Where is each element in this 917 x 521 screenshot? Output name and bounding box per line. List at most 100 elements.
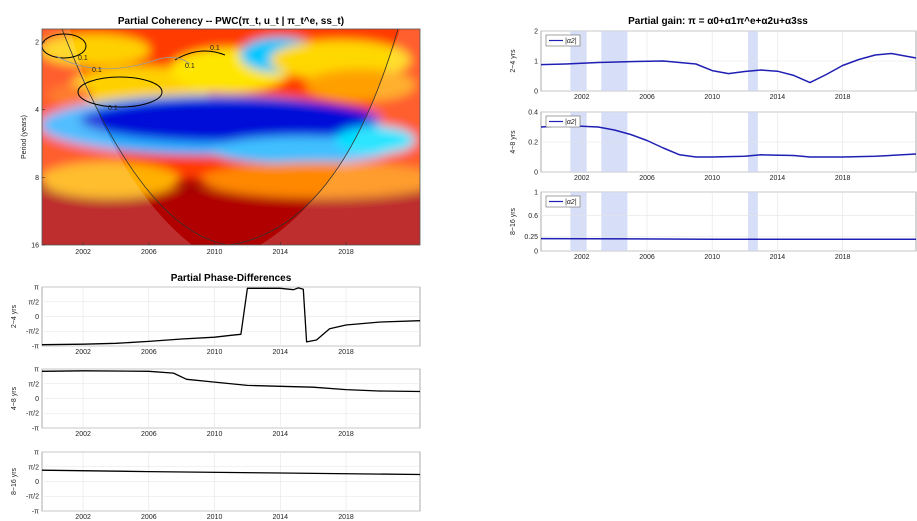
x-tick-label: 2014 [770, 254, 786, 261]
series-line [540, 124, 917, 158]
x-tick-label: 2014 [273, 514, 289, 521]
series-line [41, 469, 421, 476]
y-tick-label: -π [32, 508, 39, 515]
x-tick-label: 2006 [141, 514, 157, 521]
legend-label: |α2| [565, 119, 577, 126]
gain-title: Partial gain: π = α0+α1π^e+α2u+α3ss [628, 16, 808, 27]
panel-ylabel: 2~4 yrs [510, 49, 517, 73]
panel-ylabel: 8~16 yrs [510, 207, 517, 235]
panel-ylabel: 4~8 yrs [11, 386, 18, 410]
y-tick-label: 0.6 [528, 213, 538, 220]
x-tick-label: 2014 [770, 94, 786, 101]
coherency-heatmap: 0.1 0.1 0.1 0.1 0.1 [42, 29, 420, 245]
y-tick-label: 0.25 [524, 234, 538, 241]
x-tick-label: 2014 [273, 249, 289, 256]
y-tick-label: 16 [31, 243, 39, 250]
shaded-band [748, 192, 758, 251]
x-tick-label: 2002 [574, 254, 590, 261]
x-tick-label: 2002 [75, 431, 91, 438]
shaded-band [601, 192, 628, 251]
y-tick-label: 0 [35, 396, 39, 403]
contour-label: 0.1 [185, 63, 195, 70]
x-tick-label: 2002 [75, 349, 91, 356]
x-tick-label: 2018 [835, 175, 851, 182]
phase-title: Partial Phase-Differences [171, 273, 292, 284]
y-tick-label: 4 [35, 107, 39, 114]
y-tick-label: π/2 [28, 464, 39, 471]
y-tick-label: -π [32, 425, 39, 432]
panel-ylabel: 8~16 yrs [11, 467, 18, 495]
panel-phase-2: 2002 2006 2010 2014 2018 π π/2 0 -π/2 -π 8~16 yrs [11, 450, 421, 521]
y-tick-label: -π [32, 343, 39, 350]
panel-frame [540, 191, 917, 252]
y-tick-label: 1 [534, 59, 538, 66]
contour-label: 0.1 [108, 105, 118, 112]
y-tick-label: 0 [534, 89, 538, 96]
y-tick-label: π [34, 285, 39, 292]
x-tick-label: 2010 [704, 94, 720, 101]
x-tick-label: 2002 [75, 514, 91, 521]
y-tick-label: -π/2 [26, 411, 39, 418]
x-tick-label: 2002 [574, 175, 590, 182]
y-tick-label: 8 [35, 175, 39, 182]
x-tick-label: 2010 [207, 249, 223, 256]
x-tick-label: 2006 [141, 249, 157, 256]
x-tick-label: 2010 [207, 349, 223, 356]
x-tick-label: 2006 [639, 94, 655, 101]
x-tick-label: 2006 [141, 431, 157, 438]
panel-gain-1: 2002 2006 2010 2014 2018 0 0.2 0.4 4~8 yrs |α2| [510, 110, 917, 182]
coherency-title: Partial Coherency -- PWC(π_t, u_t | π_t^… [118, 16, 344, 27]
y-tick-label: 0 [35, 479, 39, 486]
x-tick-label: 2010 [704, 175, 720, 182]
contour-label: 0.1 [210, 45, 220, 52]
y-tick-label: π [34, 367, 39, 374]
x-tick-label: 2006 [141, 349, 157, 356]
x-tick-label: 2014 [770, 175, 786, 182]
x-tick-label: 2010 [704, 254, 720, 261]
y-tick-label: 0 [35, 314, 39, 321]
panel-gain-2: 2002 2006 2010 2014 2018 0 0.25 0.6 1 8~16 yrs |α2… [510, 190, 917, 261]
x-tick-label: 2018 [835, 94, 851, 101]
series-line [540, 52, 917, 84]
x-tick-label: 2018 [338, 349, 354, 356]
panel-ylabel: 4~8 yrs [510, 130, 517, 154]
panel-phase-0: 2002 2006 2010 2014 2018 π π/2 0 -π/2 -π 2~4 yrs [11, 285, 421, 356]
x-tick-label: 2018 [835, 254, 851, 261]
x-tick-label: 2002 [574, 94, 590, 101]
y-tick-label: 1 [534, 190, 538, 197]
y-tick-label: -π/2 [26, 494, 39, 501]
coherency-ylabel: Period (years) [21, 115, 28, 159]
contour-label: 0.1 [92, 67, 102, 74]
y-tick-label: 0 [534, 170, 538, 177]
y-tick-label: 2 [534, 29, 538, 36]
legend-label: |α2| [565, 199, 577, 206]
x-tick-label: 2010 [207, 431, 223, 438]
series-line [540, 237, 916, 240]
y-tick-label: π/2 [28, 299, 39, 306]
contour-label: 0.1 [78, 55, 88, 62]
panel-ylabel: 2~4 yrs [11, 304, 18, 328]
x-tick-label: 2002 [75, 249, 91, 256]
coherency-ticks: 2002 2006 2010 2014 2018 2 4 8 16 [31, 40, 354, 256]
panel-gain-0: 2002 2006 2010 2014 2018 0 1 2 2~4 yrs |α2| [510, 29, 917, 101]
y-tick-label: 0.2 [528, 140, 538, 147]
y-tick-label: 2 [35, 40, 39, 47]
x-tick-label: 2014 [273, 349, 289, 356]
y-tick-label: π [34, 450, 39, 457]
x-tick-label: 2014 [273, 431, 289, 438]
x-tick-label: 2006 [639, 254, 655, 261]
coherency-frame [41, 28, 421, 246]
x-tick-label: 2018 [338, 249, 354, 256]
panel-phase-1: 2002 2006 2010 2014 2018 π π/2 0 -π/2 -π 4~8 yrs [11, 367, 421, 438]
x-tick-label: 2018 [338, 431, 354, 438]
y-tick-label: 0 [534, 249, 538, 256]
legend-label: |α2| [565, 38, 577, 45]
x-tick-label: 2006 [639, 175, 655, 182]
series-line [41, 287, 421, 346]
y-tick-label: -π/2 [26, 329, 39, 336]
y-tick-label: π/2 [28, 381, 39, 388]
x-tick-label: 2010 [207, 514, 223, 521]
